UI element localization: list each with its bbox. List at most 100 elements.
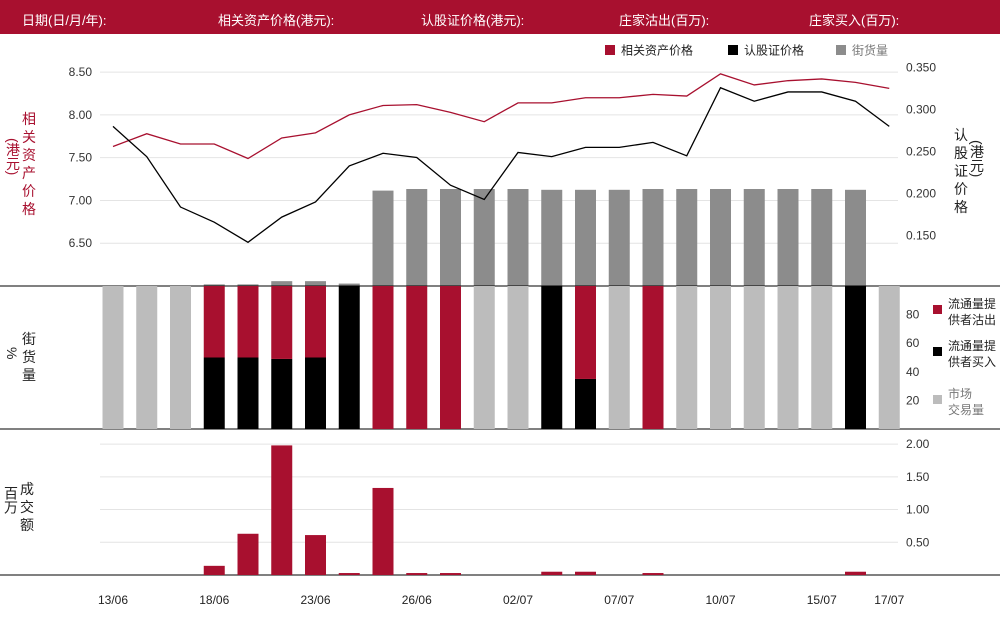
warrant-tick-label: 0.150: [906, 229, 936, 243]
street-volume-bar: [541, 189, 563, 286]
bottom-axis-char: 额: [20, 517, 34, 533]
asset-tick-label: 7.00: [69, 193, 93, 207]
legend-swatch-warrant: [728, 45, 738, 55]
left-top-axis-char: 格: [22, 201, 36, 217]
turnover-tick-label: 2.00: [906, 437, 930, 451]
lp-buy-bar: [845, 286, 866, 429]
mid-legend-swatch: [933, 395, 942, 404]
market-volume-bar: [608, 286, 630, 429]
street-volume-bar: [203, 284, 225, 286]
mid-legend-label: 流通量提: [948, 338, 996, 353]
right-top-axis-char: 证: [954, 163, 968, 179]
bottom-axis-char: 交: [20, 499, 34, 515]
warrant-tick-label: 0.250: [906, 145, 936, 159]
left-top-axis-paren: (港元): [5, 138, 21, 176]
right-top-axis-char: 价: [954, 181, 968, 197]
legend-label-asset: 相关资产价格: [621, 43, 693, 58]
mid-axis-label: % 街货量: [2, 330, 36, 384]
asset-tick-label: 8.00: [69, 108, 93, 122]
header-lp-buy-label: 庄家买入(百万):: [809, 13, 900, 28]
legend-label-warrant: 认股证价格: [744, 43, 804, 58]
street-volume-bar: [743, 189, 765, 286]
x-tick-label: 02/07: [503, 593, 533, 607]
lp-sell-bar: [305, 286, 326, 358]
warrant-tick-label: 0.350: [906, 61, 936, 75]
street-volume-bar: [608, 189, 630, 286]
mid-legend-swatch: [933, 305, 942, 314]
lp-sell-bar: [642, 286, 664, 429]
left-top-axis-char: 资: [22, 147, 36, 163]
header-lp-sell-label: 庄家沽出(百万):: [619, 13, 710, 28]
turnover-bar: [440, 573, 461, 575]
header-asset-price-label: 相关资产价格(港元):: [218, 13, 335, 28]
street-volume-bar: [811, 189, 833, 286]
legend-swatch-asset: [605, 45, 615, 55]
lp-sell-bar: [271, 286, 293, 359]
turnover-bar: [203, 565, 225, 575]
pct-tick-label: 80: [906, 308, 920, 322]
lp-buy-bar: [203, 357, 225, 429]
market-volume-bar: [102, 286, 124, 429]
x-tick-label: 23/06: [300, 593, 330, 607]
left-top-axis-char: 价: [22, 183, 36, 199]
turnover-bar: [642, 573, 664, 575]
left-top-axis-char: 相: [22, 111, 36, 127]
street-volume-bar: [406, 189, 428, 286]
street-volume-bar: [338, 283, 360, 286]
lp-sell-bar: [440, 286, 461, 429]
lp-buy-bar: [575, 378, 596, 429]
lp-buy-bar: [237, 357, 259, 429]
bottom-axis-label: 百万 成交额: [2, 480, 34, 534]
market-volume-bar: [811, 286, 833, 429]
lp-buy-bar: [541, 286, 563, 429]
header-bar: 日期(日/月/年): 相关资产价格(港元): 认股证价格(港元): 庄家沽出(百…: [0, 0, 1000, 34]
right-top-axis-paren: (港元): [969, 140, 985, 178]
turnover-bar: [237, 533, 259, 575]
bottom-axis-paren: 百万: [3, 486, 19, 514]
warrant-price-line: [112, 86, 890, 244]
market-volume-bar: [170, 286, 191, 429]
market-volume-bar: [777, 286, 799, 429]
market-volume-bar: [710, 286, 731, 429]
asset-tick-label: 7.50: [69, 151, 93, 165]
pct-tick-label: 60: [906, 336, 920, 350]
turnover-tick-label: 0.50: [906, 535, 930, 549]
turnover-bar: [338, 573, 360, 575]
left-top-axis-label: (港元) 相关资产价格: [4, 110, 36, 218]
street-volume-bar: [507, 189, 529, 286]
market-volume-bar: [878, 286, 900, 429]
street-volume-bar: [777, 189, 799, 286]
market-volume-bar: [136, 286, 158, 429]
turnover-tick-label: 1.00: [906, 503, 930, 517]
bottom-axis-char: 成: [20, 481, 34, 497]
x-tick-label: 10/07: [705, 593, 735, 607]
lp-buy-bar: [338, 286, 360, 429]
header-date-label: 日期(日/月/年):: [22, 13, 107, 28]
street-volume-bar: [676, 189, 698, 286]
pct-tick-label: 40: [906, 365, 920, 379]
right-top-axis-label: 认股证价格 (港元): [954, 126, 986, 216]
mid-axis-char: 货: [22, 349, 36, 365]
street-volume-bar: [440, 189, 461, 286]
warrant-chart: 6.50 7.00 7.50 8.00 8.50 0.150 0.200 0.250 0.300…: [0, 43, 1000, 607]
turnover-bar: [845, 571, 866, 575]
mid-axis-char: 量: [22, 367, 36, 383]
pct-tick-label: 20: [906, 393, 920, 407]
turnover-bar: [406, 573, 428, 575]
legend-label-street: 街货量: [852, 43, 888, 58]
street-volume-bar: [710, 189, 731, 286]
street-volume-bar: [271, 281, 293, 286]
mid-legend-label: 供者买入: [948, 355, 996, 369]
x-tick-label: 15/07: [807, 593, 837, 607]
street-volume-bar: [845, 189, 866, 286]
street-volume-bar: [473, 189, 495, 286]
x-tick-label: 07/07: [604, 593, 634, 607]
lp-buy-bar: [271, 358, 293, 429]
lp-sell-bar: [203, 286, 225, 358]
lp-buy-bar: [305, 357, 326, 429]
x-tick-label: 17/07: [874, 593, 904, 607]
street-volume-bar: [372, 190, 394, 286]
mid-legend-label: 交易量: [948, 402, 984, 417]
x-tick-label: 18/06: [199, 593, 229, 607]
turnover-bar: [575, 571, 596, 575]
